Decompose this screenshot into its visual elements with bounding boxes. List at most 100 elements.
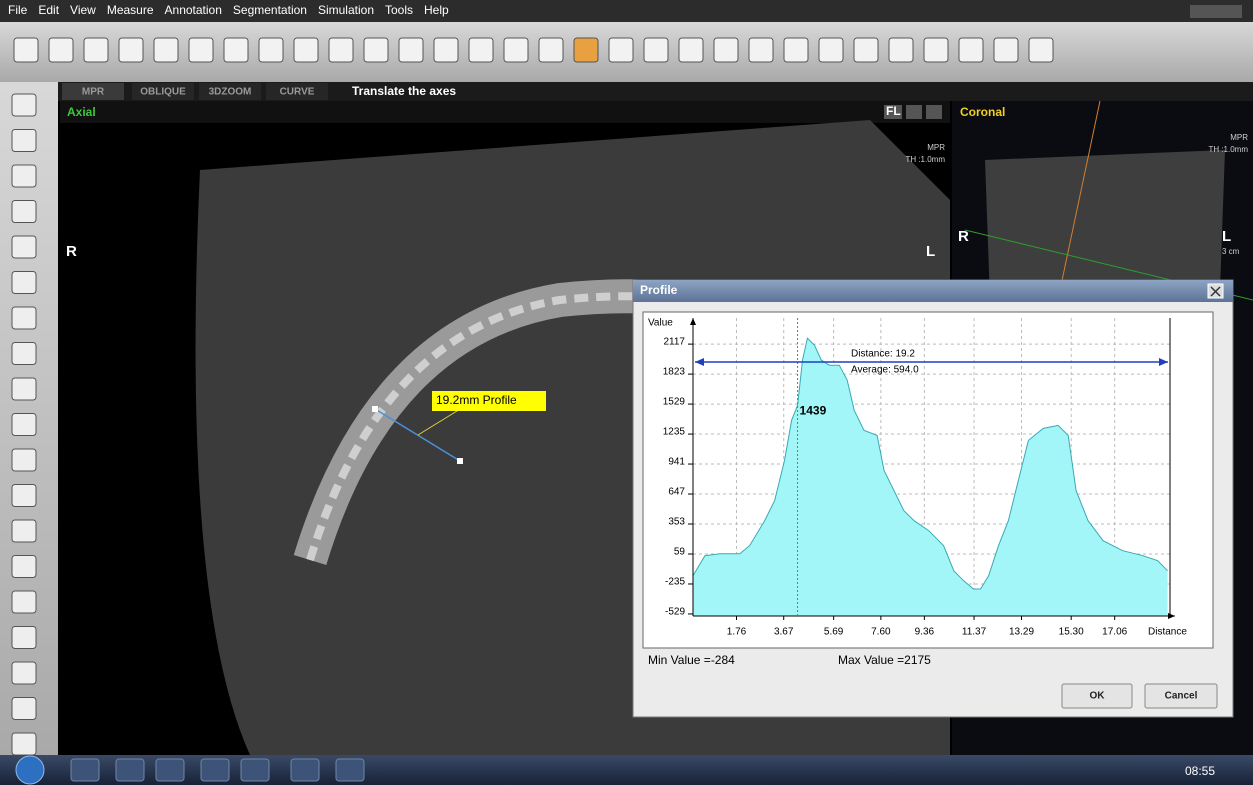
tool-icon[interactable]	[678, 37, 704, 63]
y-tick-label: 353	[668, 517, 685, 528]
y-tick-label: -235	[665, 577, 685, 588]
handle[interactable]	[372, 406, 378, 412]
tool-icon[interactable]	[293, 37, 319, 63]
tool-icon[interactable]	[328, 37, 354, 63]
tab[interactable]	[266, 83, 328, 100]
side-icon[interactable]	[11, 271, 37, 294]
tool-icon[interactable]	[188, 37, 214, 63]
side-icon[interactable]	[11, 732, 37, 756]
menu-item[interactable]: File	[8, 3, 28, 17]
side-icon[interactable]	[11, 235, 37, 259]
y-axis-arrow	[690, 318, 696, 325]
menu-item[interactable]: Simulation	[318, 3, 374, 17]
tool-icon[interactable]	[538, 37, 564, 63]
tab[interactable]	[199, 83, 261, 100]
x-tick-label: 5.69	[824, 627, 844, 638]
measure-label: Average: 594.0	[851, 365, 919, 376]
tab[interactable]	[62, 83, 124, 100]
tool-icon[interactable]	[923, 37, 949, 63]
taskbar-app[interactable]	[70, 758, 100, 782]
tool-icon[interactable]	[398, 37, 424, 63]
tool-icon[interactable]	[748, 37, 774, 63]
x-tick-label: 3.67	[774, 627, 794, 638]
window-controls[interactable]	[1190, 5, 1242, 18]
y-tick-label: -529	[665, 607, 685, 618]
menu-item[interactable]: Measure	[107, 3, 154, 17]
tool-icon[interactable]	[468, 37, 494, 63]
tool-icon[interactable]	[503, 37, 529, 63]
menu-item[interactable]: View	[70, 3, 96, 17]
side-icon[interactable]	[11, 484, 37, 507]
taskbar-app[interactable]	[200, 758, 230, 782]
menu-item[interactable]: Help	[424, 3, 449, 17]
tool-icon[interactable]	[118, 37, 144, 63]
chart: -529 -235 59 353 647 941 1235 1529 1823 2117 1.76 3…	[648, 318, 1187, 638]
measure-label: Distance: 19.2	[851, 349, 915, 360]
view-button[interactable]	[926, 105, 942, 119]
tool-icon[interactable]	[83, 37, 109, 63]
tool-icon[interactable]	[713, 37, 739, 63]
taskbar-app[interactable]	[335, 758, 365, 782]
cancel-button[interactable]	[1144, 683, 1218, 709]
side-icon[interactable]	[11, 129, 37, 152]
side-icon[interactable]	[11, 519, 37, 543]
tool-icon[interactable]	[888, 37, 914, 63]
tabs: MPR OBLIQUE 3DZOOM CURVE	[62, 83, 328, 100]
tool-icon[interactable]	[993, 37, 1019, 63]
menu-item[interactable]: Tools	[385, 3, 413, 17]
tool-icon[interactable]	[608, 37, 634, 63]
side-icon[interactable]	[11, 661, 37, 685]
ok-label: OK	[1090, 691, 1106, 702]
side-icons	[11, 93, 37, 756]
tool-icon[interactable]	[433, 37, 459, 63]
tool-icon[interactable]	[223, 37, 249, 63]
menu-item[interactable]: Annotation	[165, 3, 222, 17]
side-icon[interactable]	[11, 448, 37, 472]
taskbar-app[interactable]	[290, 758, 320, 782]
view-button[interactable]	[906, 105, 922, 119]
side-icon[interactable]	[11, 377, 37, 401]
view-button[interactable]	[884, 105, 902, 119]
tool-icon[interactable]	[153, 37, 179, 63]
start-button[interactable]	[15, 755, 45, 785]
x-tick-label: 17.06	[1102, 627, 1127, 638]
ok-button[interactable]	[1061, 683, 1133, 709]
tool-icon[interactable]	[958, 37, 984, 63]
tool-icon[interactable]	[783, 37, 809, 63]
tab[interactable]	[132, 83, 194, 100]
side-icon[interactable]	[11, 342, 37, 365]
side-icon[interactable]	[11, 555, 37, 578]
tool-icon[interactable]	[363, 37, 389, 63]
side-icon[interactable]	[11, 626, 37, 649]
tool-icon[interactable]	[643, 37, 669, 63]
side-icon[interactable]	[11, 697, 37, 720]
side-icon[interactable]	[11, 590, 37, 614]
tool-icon[interactable]	[1028, 37, 1054, 63]
taskbar-apps	[70, 758, 365, 782]
handle[interactable]	[457, 458, 463, 464]
taskbar-app[interactable]	[115, 758, 145, 782]
taskbar-app[interactable]	[240, 758, 270, 782]
side-icon[interactable]	[11, 164, 37, 188]
tool-icon[interactable]	[853, 37, 879, 63]
orientation-left: R	[66, 243, 77, 260]
tool-icon[interactable]	[573, 37, 599, 63]
side-icon[interactable]	[11, 413, 37, 436]
close-icon	[1210, 286, 1221, 297]
side-icon[interactable]	[11, 306, 37, 330]
taskbar-app[interactable]	[155, 758, 185, 782]
tool-icon[interactable]	[48, 37, 74, 63]
menu-item[interactable]: Segmentation	[233, 3, 307, 17]
side-icon[interactable]	[11, 200, 37, 223]
cancel-label: Cancel	[1165, 691, 1198, 702]
tool-icon[interactable]	[13, 37, 39, 63]
x-tick-label: 11.37	[962, 627, 987, 638]
side-icon[interactable]	[11, 93, 37, 117]
tool-icon[interactable]	[258, 37, 284, 63]
max-value: Max Value =2175	[838, 653, 931, 667]
axial-header	[60, 101, 950, 123]
y-tick-label: 59	[674, 547, 686, 558]
tool-icon[interactable]	[818, 37, 844, 63]
menu-item[interactable]: Edit	[38, 3, 59, 17]
